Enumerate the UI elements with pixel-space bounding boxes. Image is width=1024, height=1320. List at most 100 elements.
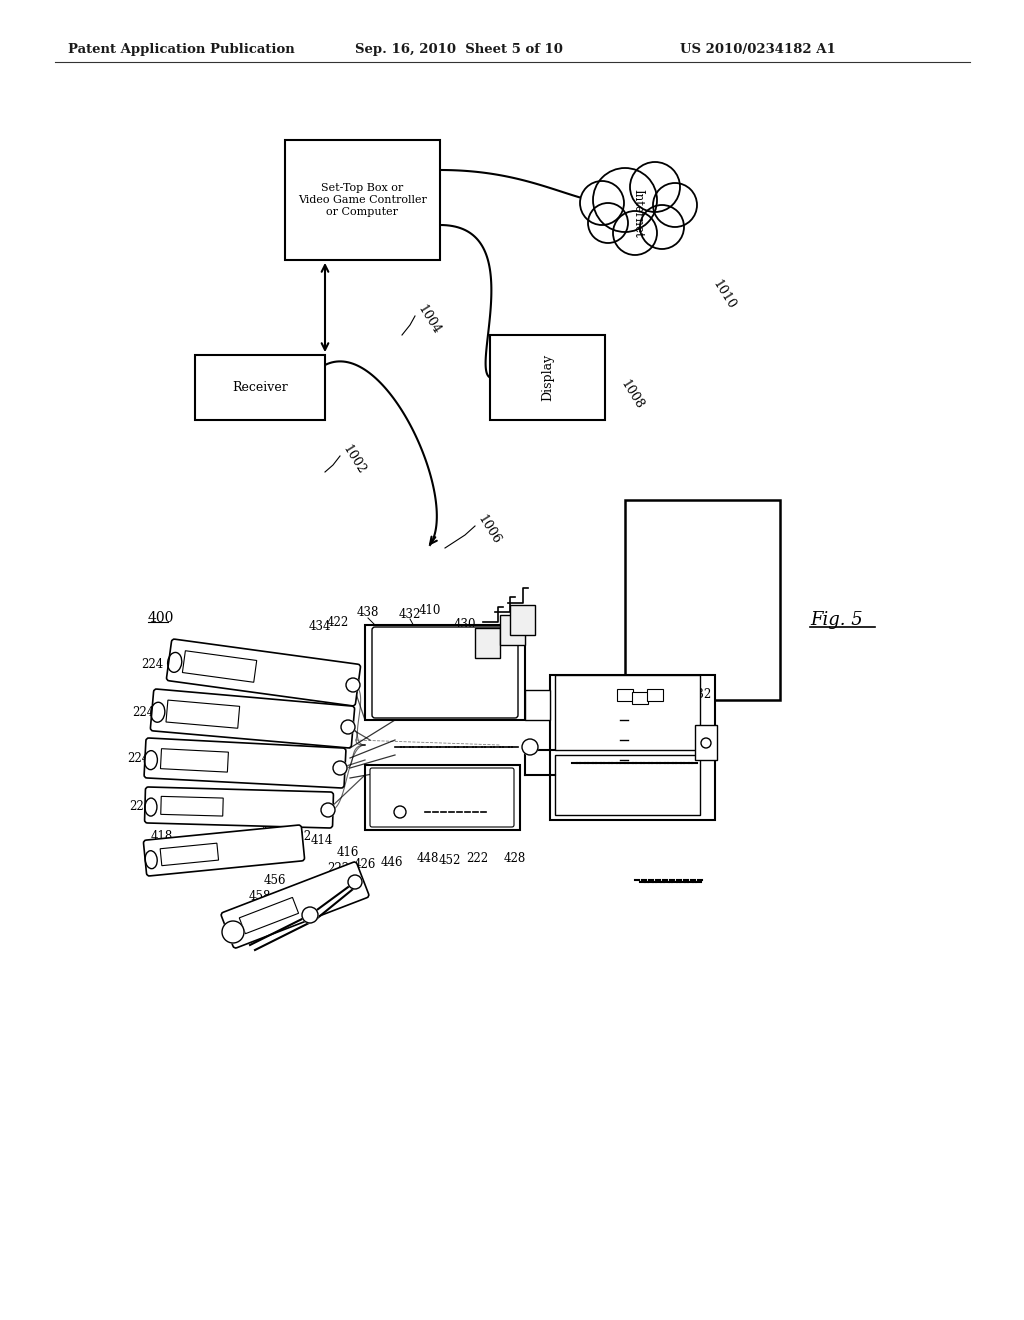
Text: 224: 224 bbox=[129, 800, 152, 813]
Text: Sep. 16, 2010  Sheet 5 of 10: Sep. 16, 2010 Sheet 5 of 10 bbox=[355, 44, 563, 57]
Text: 450: 450 bbox=[649, 734, 672, 747]
FancyBboxPatch shape bbox=[166, 700, 240, 729]
FancyBboxPatch shape bbox=[161, 796, 223, 816]
Text: 1002: 1002 bbox=[340, 444, 368, 477]
Circle shape bbox=[522, 739, 538, 755]
Circle shape bbox=[321, 803, 335, 817]
Text: Set-Top Box or
Video Game Controller
or Computer: Set-Top Box or Video Game Controller or … bbox=[298, 183, 427, 216]
Text: 424: 424 bbox=[589, 722, 611, 734]
Circle shape bbox=[346, 678, 360, 692]
Text: Internet: Internet bbox=[632, 189, 644, 238]
Text: 224: 224 bbox=[132, 705, 155, 718]
Text: Display: Display bbox=[541, 354, 554, 401]
Text: 224: 224 bbox=[237, 855, 259, 869]
Circle shape bbox=[394, 807, 406, 818]
FancyBboxPatch shape bbox=[632, 692, 648, 704]
Text: 420: 420 bbox=[190, 836, 213, 849]
Text: 400: 400 bbox=[148, 611, 174, 624]
FancyBboxPatch shape bbox=[500, 615, 525, 645]
Text: 454: 454 bbox=[294, 887, 316, 899]
Text: 224: 224 bbox=[141, 659, 163, 672]
FancyBboxPatch shape bbox=[510, 605, 535, 635]
Text: 224: 224 bbox=[127, 751, 150, 764]
FancyBboxPatch shape bbox=[160, 843, 218, 866]
Text: 438: 438 bbox=[356, 606, 379, 619]
FancyBboxPatch shape bbox=[365, 766, 520, 830]
FancyBboxPatch shape bbox=[555, 675, 700, 750]
FancyBboxPatch shape bbox=[151, 689, 354, 748]
Text: Patent Application Publication: Patent Application Publication bbox=[68, 44, 295, 57]
Circle shape bbox=[222, 921, 244, 942]
Text: 1008: 1008 bbox=[618, 378, 646, 412]
FancyBboxPatch shape bbox=[625, 500, 780, 700]
Text: 442: 442 bbox=[239, 829, 261, 842]
Text: 456: 456 bbox=[264, 874, 287, 887]
Text: 458: 458 bbox=[249, 891, 271, 903]
FancyBboxPatch shape bbox=[182, 651, 257, 682]
FancyBboxPatch shape bbox=[550, 675, 715, 820]
Text: 430: 430 bbox=[454, 618, 476, 631]
FancyBboxPatch shape bbox=[617, 689, 633, 701]
FancyBboxPatch shape bbox=[695, 725, 717, 760]
FancyBboxPatch shape bbox=[475, 628, 500, 657]
Text: 222: 222 bbox=[289, 829, 311, 842]
Text: 226: 226 bbox=[557, 689, 580, 701]
Text: 1010: 1010 bbox=[710, 279, 738, 312]
FancyBboxPatch shape bbox=[161, 748, 228, 772]
Text: 1004: 1004 bbox=[415, 304, 443, 337]
FancyBboxPatch shape bbox=[221, 862, 369, 948]
FancyBboxPatch shape bbox=[555, 755, 700, 814]
Text: 236: 236 bbox=[609, 726, 631, 738]
Text: 440: 440 bbox=[171, 838, 194, 851]
Circle shape bbox=[613, 211, 657, 255]
Circle shape bbox=[348, 875, 362, 888]
Text: 416: 416 bbox=[337, 846, 359, 858]
Text: 448: 448 bbox=[417, 851, 439, 865]
Text: 418: 418 bbox=[151, 829, 173, 842]
Text: Receiver: Receiver bbox=[232, 381, 288, 393]
Circle shape bbox=[653, 183, 697, 227]
FancyBboxPatch shape bbox=[167, 639, 360, 706]
Text: 222: 222 bbox=[466, 851, 488, 865]
Text: 422: 422 bbox=[327, 615, 349, 628]
FancyBboxPatch shape bbox=[144, 787, 334, 828]
Text: 432: 432 bbox=[398, 607, 421, 620]
Circle shape bbox=[580, 181, 624, 224]
Circle shape bbox=[701, 738, 711, 748]
Circle shape bbox=[640, 205, 684, 249]
Text: 222: 222 bbox=[382, 635, 404, 648]
Text: 434: 434 bbox=[309, 620, 331, 634]
Text: 1006: 1006 bbox=[475, 513, 503, 546]
FancyBboxPatch shape bbox=[365, 624, 525, 719]
Text: 414: 414 bbox=[311, 833, 333, 846]
Circle shape bbox=[588, 203, 628, 243]
FancyBboxPatch shape bbox=[195, 355, 325, 420]
Text: 228: 228 bbox=[677, 729, 699, 742]
Circle shape bbox=[593, 168, 657, 232]
FancyBboxPatch shape bbox=[144, 738, 346, 788]
Text: 452: 452 bbox=[439, 854, 461, 866]
Text: 222: 222 bbox=[327, 862, 349, 874]
FancyBboxPatch shape bbox=[240, 898, 299, 933]
FancyBboxPatch shape bbox=[372, 627, 518, 718]
FancyBboxPatch shape bbox=[490, 335, 605, 420]
Text: 410: 410 bbox=[419, 603, 441, 616]
Text: 444: 444 bbox=[217, 833, 240, 846]
Circle shape bbox=[630, 162, 680, 213]
Text: 446: 446 bbox=[381, 857, 403, 870]
Text: Fig. 5: Fig. 5 bbox=[810, 611, 863, 630]
Ellipse shape bbox=[588, 177, 688, 243]
Text: 428: 428 bbox=[504, 851, 526, 865]
FancyBboxPatch shape bbox=[525, 690, 550, 719]
Circle shape bbox=[341, 719, 355, 734]
Text: 230: 230 bbox=[583, 689, 605, 701]
Text: US 2010/0234182 A1: US 2010/0234182 A1 bbox=[680, 44, 836, 57]
Text: 434: 434 bbox=[261, 824, 284, 837]
FancyBboxPatch shape bbox=[143, 825, 304, 876]
Text: 232: 232 bbox=[689, 689, 711, 701]
FancyBboxPatch shape bbox=[285, 140, 440, 260]
Circle shape bbox=[302, 907, 318, 923]
Circle shape bbox=[333, 762, 347, 775]
Text: 412: 412 bbox=[656, 693, 679, 706]
FancyBboxPatch shape bbox=[647, 689, 663, 701]
